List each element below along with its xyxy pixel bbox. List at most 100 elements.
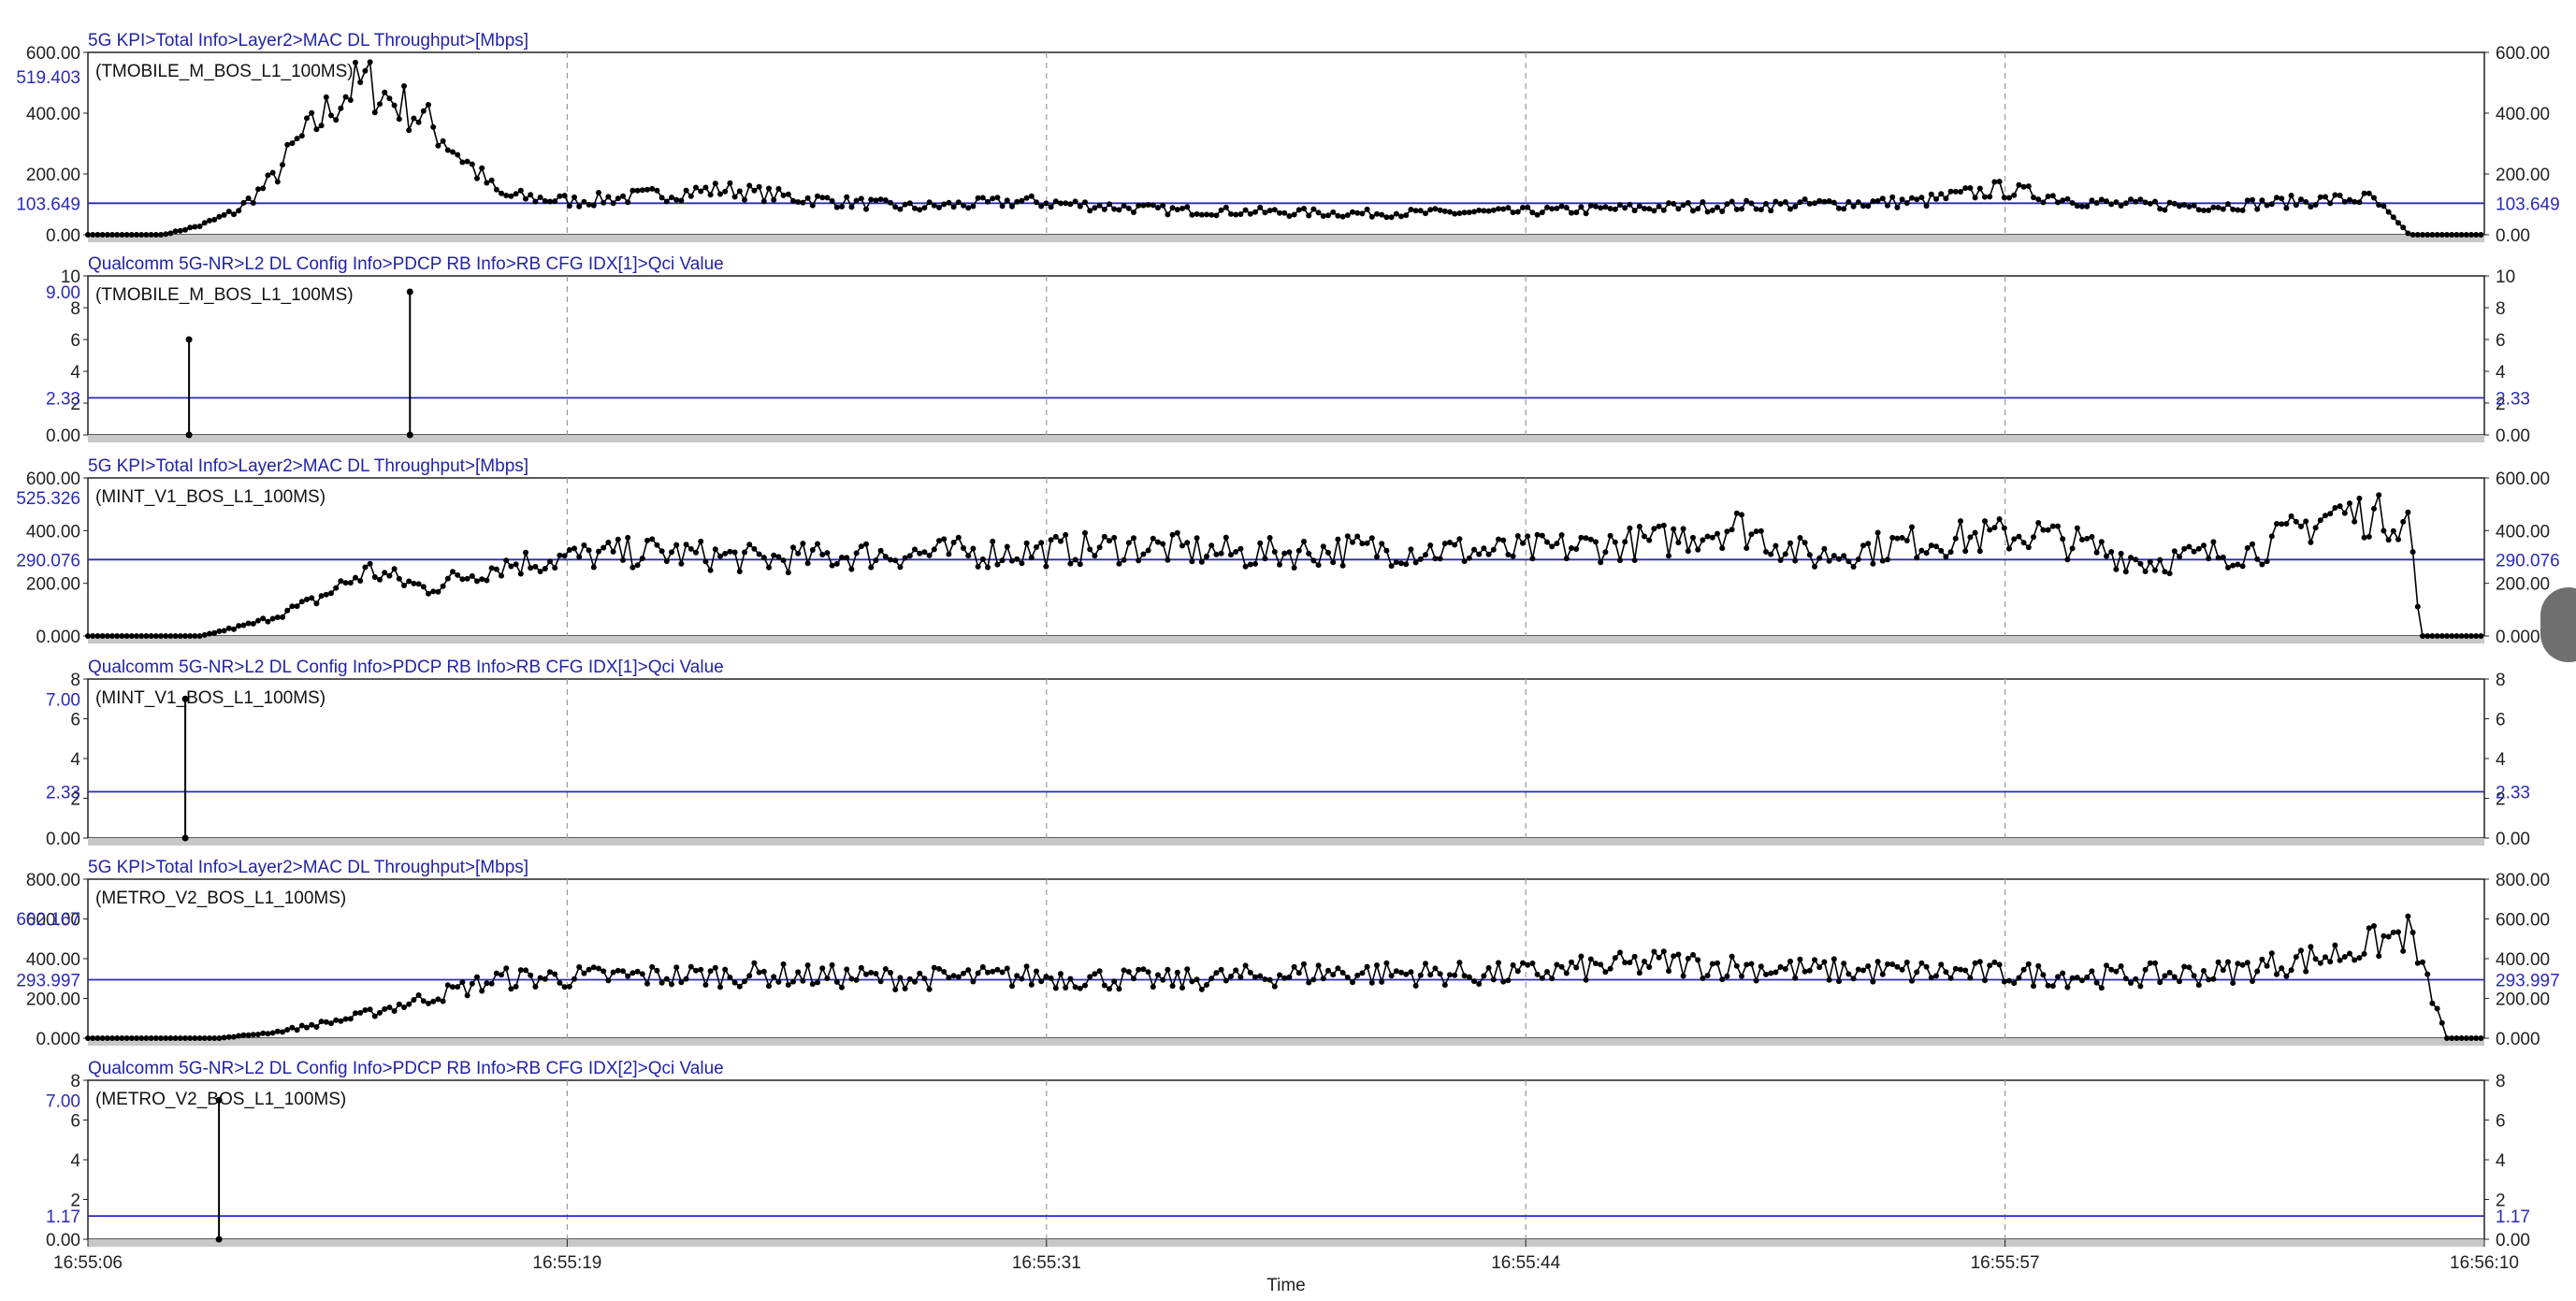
series-point — [1894, 204, 1901, 210]
series-point — [829, 562, 835, 569]
series-point — [1447, 972, 1453, 978]
series-point — [1111, 534, 1118, 541]
series-point — [1671, 200, 1677, 207]
series-point — [1408, 207, 1414, 212]
series-point — [775, 185, 782, 192]
series-point — [2361, 190, 2367, 196]
series-point — [1189, 978, 1195, 985]
series-point — [1101, 206, 1107, 212]
series-point — [1773, 542, 1779, 549]
series-point — [2122, 976, 2129, 982]
series-point — [488, 565, 495, 571]
series-point — [2268, 950, 2275, 957]
series-point — [2264, 962, 2270, 969]
y-tick-right: 10 — [2496, 267, 2515, 287]
series-point — [1368, 979, 1375, 986]
series-point — [1218, 966, 1224, 973]
plot-frame — [87, 477, 2485, 637]
series-point — [961, 545, 966, 551]
series-point — [931, 964, 937, 971]
series-point — [2352, 198, 2358, 205]
series-point — [581, 198, 587, 205]
series-point — [464, 158, 470, 165]
series-point — [1704, 209, 1711, 215]
series-point — [2332, 505, 2338, 511]
series-point — [1423, 210, 1428, 217]
series-point — [576, 963, 583, 970]
series-point — [2181, 202, 2188, 208]
series-point — [1165, 557, 1171, 563]
reference-average-label-right: 290.076 — [2496, 551, 2560, 571]
series-point — [2225, 564, 2231, 571]
series-point — [104, 633, 110, 639]
series-point — [1023, 540, 1030, 546]
series-point — [921, 549, 928, 556]
scroll-handle[interactable] — [2540, 587, 2576, 662]
series-point — [469, 161, 475, 167]
series-point — [1631, 208, 1638, 214]
series-point — [2230, 562, 2236, 569]
series-point — [2016, 975, 2022, 981]
series-point — [2113, 968, 2120, 975]
series-point — [90, 1035, 96, 1041]
series-point — [313, 600, 320, 607]
series-point — [848, 976, 855, 982]
series-point — [1165, 966, 1171, 973]
series-point — [386, 95, 393, 102]
series-point — [1967, 185, 1974, 191]
series-point — [1841, 206, 1847, 212]
series-point — [503, 193, 510, 198]
series-point — [1607, 965, 1614, 972]
series-point — [1733, 962, 1740, 969]
series-point — [1724, 973, 1730, 979]
series-point — [2084, 203, 2091, 210]
y-tick-left: 600.00 — [26, 470, 80, 489]
series-point — [440, 137, 446, 144]
series-point — [1160, 541, 1166, 547]
series-point — [172, 228, 179, 235]
series-point — [2239, 207, 2246, 213]
series-point — [804, 560, 811, 567]
series-point — [1330, 972, 1337, 978]
series-point — [1291, 565, 1297, 571]
series-point — [1709, 207, 1715, 213]
series-point — [377, 101, 383, 108]
series-point — [669, 195, 674, 201]
series-point — [625, 973, 631, 979]
series-point — [1087, 974, 1093, 980]
series-point — [362, 1007, 369, 1013]
series-point — [1666, 968, 1672, 975]
series-point — [2040, 972, 2047, 978]
series-point — [2463, 1035, 2469, 1041]
series-point — [440, 998, 446, 1005]
chart-panel-1: 5G KPI>Total Info>Layer2>MAC DL Throughp… — [16, 31, 2559, 246]
series-point — [906, 976, 913, 982]
series-point — [236, 623, 242, 629]
series-point — [1753, 528, 1759, 535]
series-point — [2006, 977, 2012, 984]
series-point — [377, 576, 383, 583]
series-point — [707, 968, 714, 975]
series-point — [1354, 533, 1361, 540]
series-point — [1870, 560, 1876, 567]
qci-point-base — [181, 834, 189, 842]
series-point — [2206, 207, 2212, 213]
series-point — [815, 193, 820, 199]
y-tick-left: 0.00 — [46, 830, 80, 849]
series-point — [401, 1005, 407, 1010]
series-point — [2473, 1035, 2480, 1041]
series-point — [367, 1006, 373, 1013]
series-point — [1894, 963, 1901, 970]
series-point — [873, 971, 879, 976]
series-point — [167, 633, 174, 639]
series-point — [1952, 188, 1959, 195]
series-point — [508, 193, 514, 199]
series-point — [338, 105, 344, 111]
series-point — [1121, 203, 1127, 209]
series-point — [2468, 1035, 2474, 1041]
series-point — [868, 564, 875, 571]
series-point — [1593, 539, 1599, 545]
series-point — [649, 536, 656, 542]
series-point — [1646, 206, 1653, 212]
series-point — [2264, 202, 2270, 209]
